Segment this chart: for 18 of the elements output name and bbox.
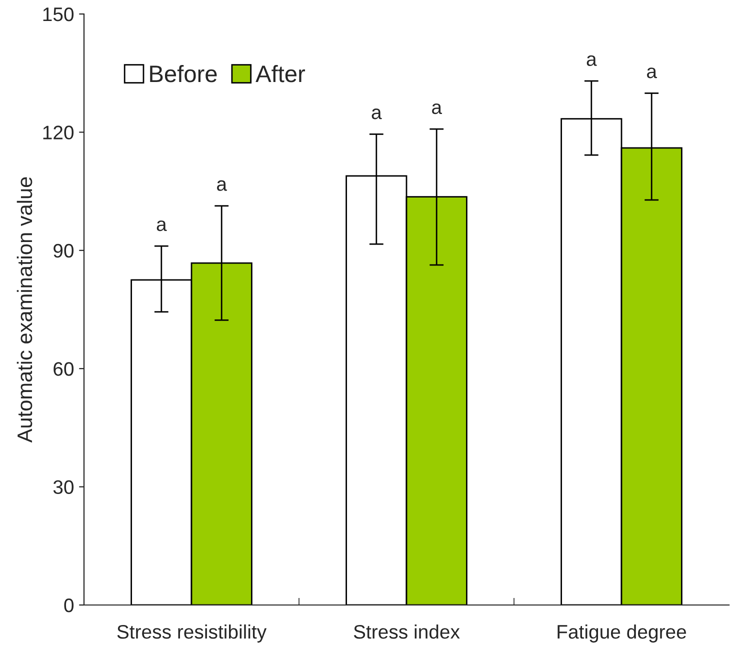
y-tick-label: 120 <box>43 126 74 140</box>
legend-label: Before <box>150 64 217 82</box>
x-tick-label: Stress index <box>354 624 460 639</box>
y-tick-label: 150 <box>43 7 74 22</box>
annotation: a <box>432 103 442 114</box>
x-tick-label: Fatigue degree <box>558 624 686 643</box>
legend-label: After <box>256 64 306 82</box>
y-tick-label: 60 <box>54 362 74 376</box>
y-axis-title: Automatic examination value <box>16 177 32 443</box>
y-tick-label: 90 <box>54 244 74 258</box>
annotation: a <box>156 220 167 232</box>
annotation: a <box>372 108 382 120</box>
annotation: a <box>647 68 658 78</box>
annotation: a <box>217 180 228 191</box>
y-tick-label: 30 <box>53 480 74 494</box>
annotation: a <box>586 55 597 66</box>
y-tick-label: 0 <box>64 598 74 612</box>
x-tick-label: Stress resistibility <box>117 624 267 643</box>
